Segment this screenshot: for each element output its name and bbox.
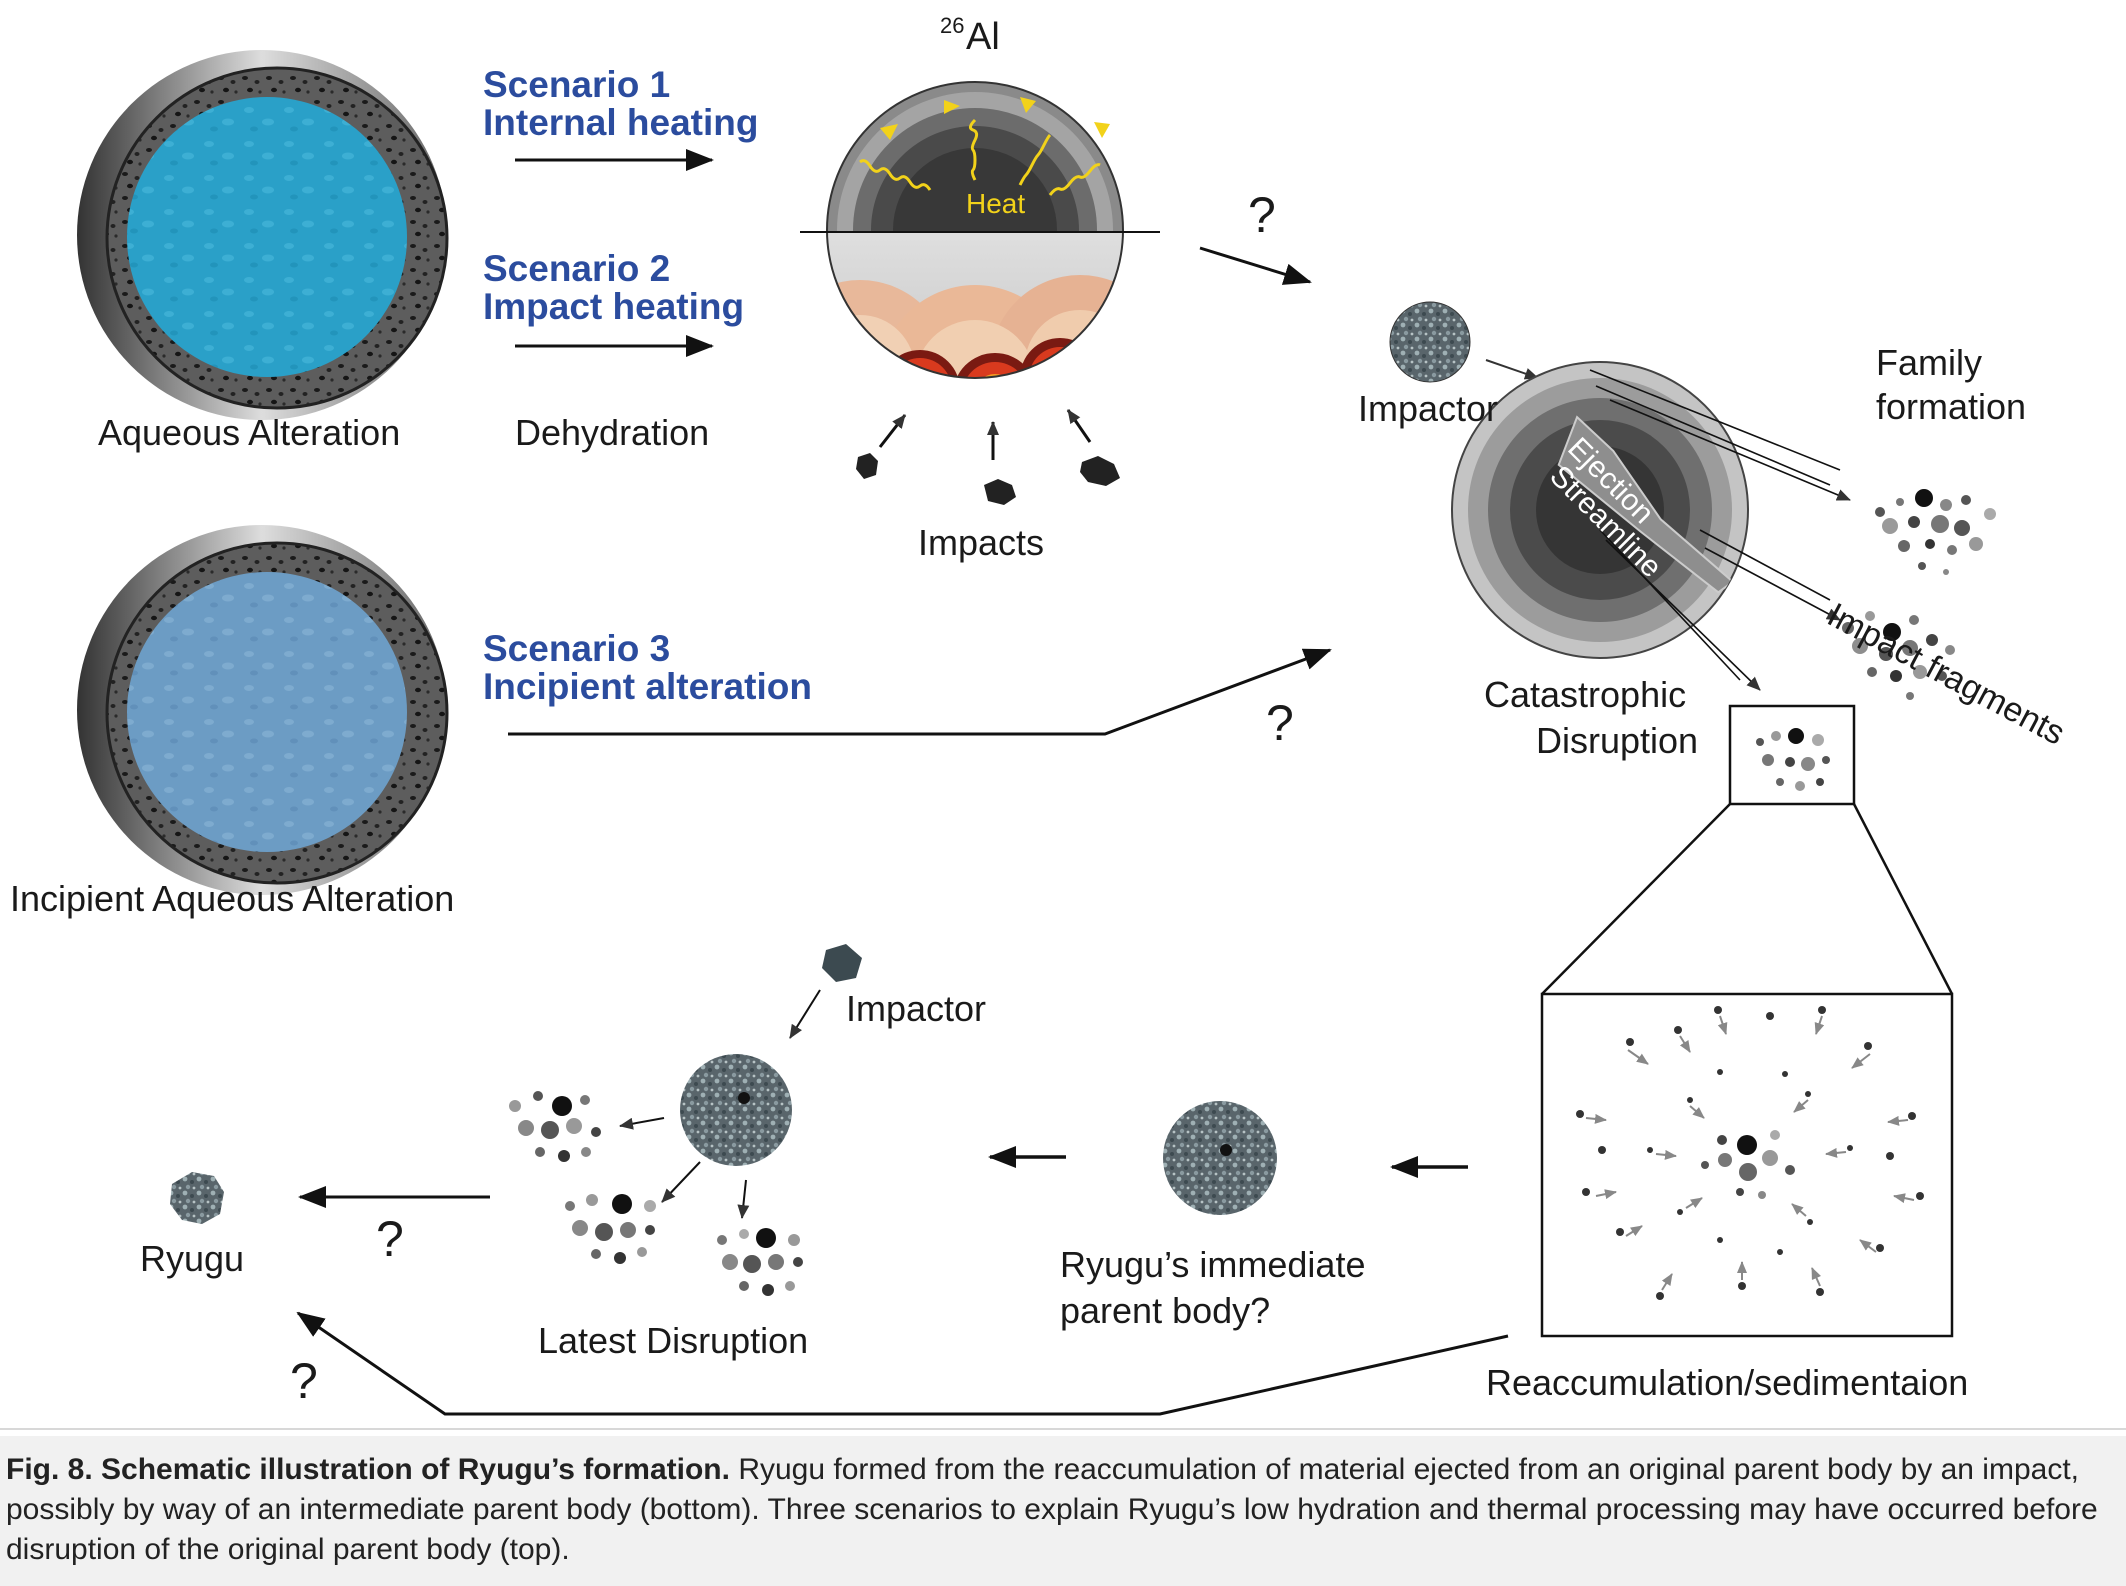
scenario-1-subtitle: Internal heating (483, 102, 759, 143)
immediate-parent-body-icon (1163, 1101, 1277, 1215)
impactor-bottom-label: Impactor (846, 988, 987, 1029)
family-formation-label-2: formation (1876, 386, 2027, 427)
caption-body: Ryugu formed from the reaccumulation of … (6, 1453, 2098, 1566)
catastrophic-label-1: Catastrophic (1484, 674, 1687, 715)
heat-waves-icon (859, 118, 1101, 196)
zoom-line-left (1541, 803, 1731, 995)
impactor-top-arrow (1485, 359, 1539, 380)
al26-superscript: 26 (940, 13, 965, 38)
latest-disruption-body-icon (680, 1054, 792, 1166)
figure (77, 50, 1996, 1416)
al26-label: Al (966, 16, 1000, 58)
ryugu-label: Ryugu (140, 1238, 245, 1279)
heat-label: Heat (966, 188, 1026, 219)
aqueous-alteration-label: Aqueous Alteration (98, 412, 401, 453)
latest-arrow-down-left (661, 1161, 701, 1203)
latest-fragments-1-icon (509, 1091, 601, 1162)
impact-rock-2-icon (984, 479, 1016, 505)
ryugu-icon (170, 1172, 224, 1224)
figure-canvas (77, 50, 1996, 1416)
latest-arrow-left (619, 1117, 665, 1130)
impact-fragments-icon (1842, 611, 1955, 700)
scenario-2-title: Scenario 2 (483, 248, 671, 289)
reaccumulation-particles-icon (1576, 1006, 1924, 1300)
caption-text: Fig. 8. Schematic illustration of Ryugu’… (0, 1436, 2126, 1570)
latest-arrow-down (737, 1179, 750, 1219)
latest-fragments-3-icon (717, 1228, 803, 1296)
heat-arrowheads-icon (880, 97, 1110, 140)
family-fragments-1-icon (1875, 489, 1996, 575)
impacts-label: Impacts (918, 522, 1045, 563)
impactor-bottom-arrow (789, 989, 821, 1039)
figure-caption: Fig. 8. Schematic illustration of Ryugu’… (0, 1436, 2126, 1586)
caption-divider (0, 1428, 2126, 1430)
impactor-bottom-icon (822, 944, 862, 982)
impactor-top-label: Impactor (1358, 388, 1499, 429)
scenario-3-title: Scenario 3 (483, 628, 671, 669)
question-mark-2: ? (1266, 695, 1294, 751)
impact-rock-3-icon (1080, 456, 1120, 486)
immediate-parent-label-1: Ryugu’s immediate (1060, 1244, 1366, 1285)
heated-parent-body (800, 81, 1160, 379)
impact-arrows (878, 409, 1092, 460)
latest-disruption-label: Latest Disruption (538, 1320, 809, 1361)
scenario-3-subtitle: Incipient alteration (483, 666, 812, 707)
catastrophic-label-2: Disruption (1536, 720, 1699, 761)
reaccum-to-ryugu-arrow (296, 1311, 1509, 1416)
latest-fragments-2-icon (565, 1194, 656, 1264)
catastrophic-disruption-body (1451, 361, 1749, 659)
to-disruption-arrow (1199, 246, 1312, 285)
caption-title: Fig. 8. Schematic illustration of Ryugu’… (6, 1453, 730, 1486)
incipient-alteration-label: Incipient Aqueous Alteration (10, 878, 455, 919)
question-mark-3: ? (376, 1211, 404, 1267)
inset-fragments-icon (1756, 728, 1830, 791)
incipient-alteration-body (77, 525, 449, 895)
aqueous-alteration-body (77, 50, 449, 420)
impactor-top-icon (1389, 301, 1471, 383)
scenario3-arrow (508, 648, 1332, 736)
ejecta-lines (1589, 369, 1851, 691)
family-formation-label-1: Family (1876, 342, 1982, 383)
scenario-1-title: Scenario 1 (483, 64, 671, 105)
inset-box-small (1728, 704, 1856, 806)
dehydration-label: Dehydration (515, 412, 710, 453)
scenario-2-subtitle: Impact heating (483, 286, 745, 327)
question-mark-1: ? (1248, 187, 1276, 243)
reaccumulation-label: Reaccumulation/sedimentaion (1486, 1362, 1969, 1403)
immediate-parent-label-2: parent body? (1060, 1290, 1271, 1331)
impact-rock-1-icon (856, 453, 878, 479)
zoom-line-right (1852, 803, 1954, 995)
question-mark-4: ? (290, 1353, 318, 1409)
